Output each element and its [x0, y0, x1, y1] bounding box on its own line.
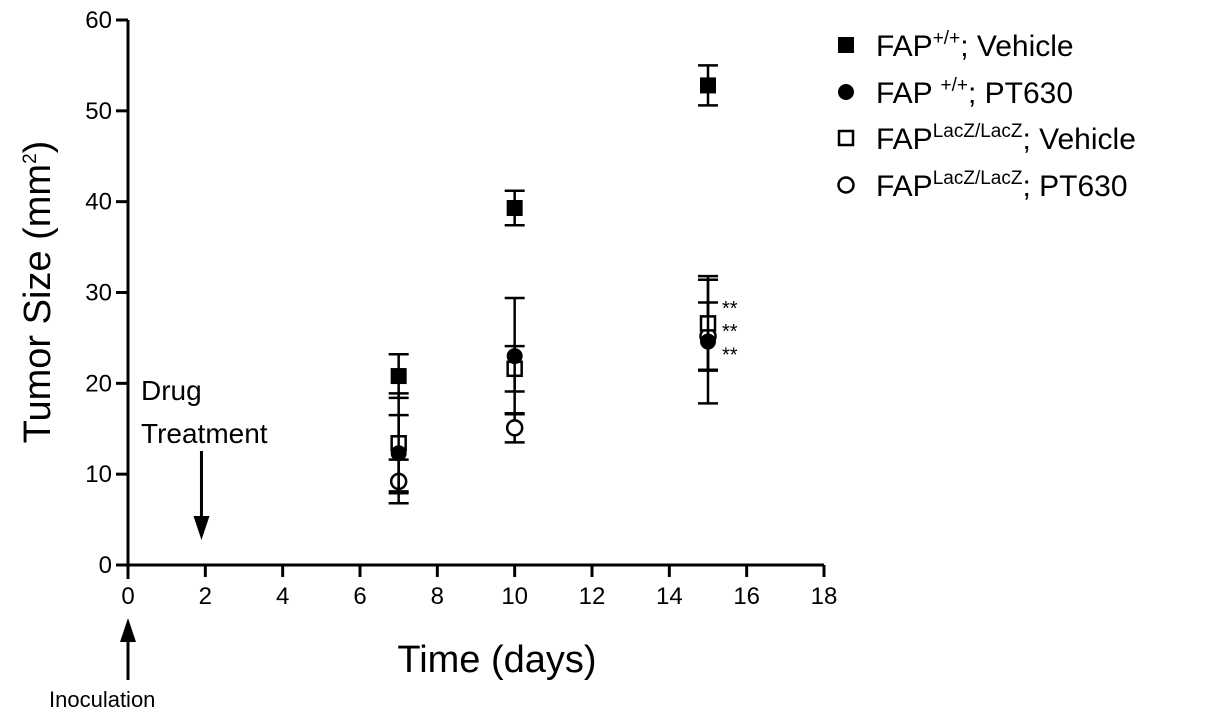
y-tick-label: 10 [85, 461, 112, 488]
inoculation-arrow-head [120, 618, 136, 642]
data-series: ****** [388, 64, 738, 505]
x-axis-title: Time (days) [397, 639, 596, 681]
x-tick-label: 2 [199, 583, 212, 610]
legend-label: FAPLacZ/LacZ; Vehicle [876, 121, 1136, 156]
x-tick-label: 4 [276, 583, 289, 610]
x-tick-label: 16 [733, 583, 760, 610]
significance-marker: ** [722, 321, 738, 343]
data-point [700, 333, 716, 350]
legend-label: FAP+/+; Vehicle [876, 28, 1074, 63]
data-point [506, 348, 523, 365]
drug-treatment-label-line1: Drug [141, 375, 202, 406]
series-circle-open [388, 301, 718, 505]
x-tick-label: 0 [121, 583, 134, 610]
data-point [506, 200, 523, 217]
data-point [505, 419, 524, 437]
y-axis-title-main: Tumor Size (mm [17, 164, 59, 443]
legend-marker [838, 37, 854, 53]
significance-marker: ** [722, 298, 738, 320]
x-tick-label: 8 [431, 583, 444, 610]
legend: FAP+/+; Vehicle FAP +/+; PT630 FAPLacZ/Lac… [837, 28, 1136, 203]
y-tick-label: 60 [85, 7, 112, 34]
legend-label: FAPLacZ/LacZ; PT630 [876, 168, 1128, 203]
y-tick-label: 50 [85, 98, 112, 125]
legend-label: FAP +/+; PT630 [876, 75, 1073, 110]
x-tick-label: 18 [811, 583, 838, 610]
y-tick-label: 0 [99, 552, 112, 579]
drug-arrow-head [193, 516, 210, 540]
data-point [390, 445, 407, 462]
legend-marker [837, 176, 855, 194]
y-axis-title-superscript: 2 [20, 153, 41, 164]
significance-marker: ** [722, 344, 738, 366]
y-tick-label: 40 [85, 189, 112, 216]
inoculation-label: Inoculation [49, 687, 155, 712]
annotations: Drug Treatment Inoculation [49, 375, 268, 712]
series-square-filled [388, 64, 718, 400]
x-tick-label: 12 [579, 583, 606, 610]
x-tick-label: 6 [353, 583, 366, 610]
legend-marker [837, 129, 855, 147]
y-axis-title: Tumor Size (mm2) [17, 141, 59, 444]
x-tick-label: 14 [656, 583, 683, 610]
axes: 0 10 20 30 40 50 60 0 2 4 6 8 10 12 14 16 18 [85, 7, 837, 610]
y-axis-title-end: ) [17, 141, 59, 154]
series-square-open [388, 274, 718, 495]
series-circle-filled [388, 278, 718, 493]
y-tick-label: 20 [85, 370, 112, 397]
legend-marker [838, 84, 854, 100]
x-tick-label: 10 [501, 583, 528, 610]
data-point [390, 368, 407, 385]
y-tick-label: 30 [85, 280, 112, 307]
drug-treatment-label-line2: Treatment [141, 418, 268, 449]
data-point [700, 77, 716, 94]
